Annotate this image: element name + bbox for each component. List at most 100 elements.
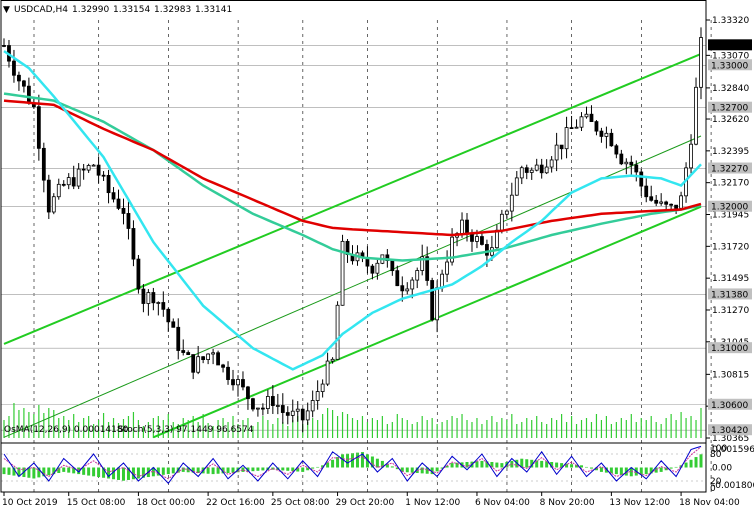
candle-body	[624, 161, 629, 165]
level-label-box	[708, 288, 752, 300]
osma-bar	[251, 467, 255, 472]
channel-lower-line	[152, 205, 702, 439]
grid	[1, 20, 712, 492]
osma-bar	[281, 467, 285, 471]
candle-body	[246, 386, 250, 400]
osma-bar	[346, 453, 350, 468]
osma-bar	[92, 467, 96, 477]
candle-body	[529, 169, 534, 173]
osma-bar	[555, 462, 559, 468]
osma-bar	[629, 467, 633, 477]
osma-bar	[370, 456, 374, 468]
osma-bar	[365, 454, 369, 468]
date-tick-label: 18 Oct 00:00	[136, 498, 195, 508]
candle-body	[410, 279, 415, 290]
osma-bar	[107, 467, 111, 479]
candle-body	[589, 113, 594, 122]
osma-bar	[395, 467, 399, 470]
candle-body	[126, 213, 131, 229]
osma-bar	[296, 467, 300, 472]
level-label-box	[708, 101, 752, 113]
candle-body	[574, 126, 579, 129]
candle-body	[36, 106, 41, 149]
price-tick-label: 1.30815	[712, 370, 749, 380]
candle-body	[236, 379, 240, 386]
osma-bar	[520, 458, 524, 468]
candle-body	[51, 196, 56, 213]
candle-body	[201, 356, 206, 360]
osma-bar	[689, 459, 693, 468]
price-tick-label: 1.33320	[712, 16, 749, 26]
level-label-box	[708, 59, 752, 71]
ma-cyan-line	[3, 50, 702, 371]
level-label: 1.30420	[711, 426, 748, 436]
osma-bar	[87, 467, 91, 476]
candle-body	[480, 236, 484, 245]
osma-bar	[17, 467, 21, 477]
osma-bar	[97, 467, 101, 478]
level-label: 1.31000	[711, 344, 748, 354]
candle-body	[61, 183, 66, 186]
osma-bar	[102, 467, 106, 478]
date-tick-label: 22 Oct 16:00	[206, 498, 265, 508]
candle-body	[649, 196, 654, 201]
osma-axis-label: 0.00	[712, 464, 732, 474]
candle-body	[206, 353, 211, 360]
osma-bar	[565, 463, 569, 468]
candle-body	[315, 391, 320, 401]
osma-bar	[699, 454, 703, 468]
osma-bar	[450, 463, 454, 468]
osma-bar	[206, 467, 210, 474]
osma-bar	[42, 467, 46, 477]
osma-bar	[584, 466, 588, 468]
candle-body	[285, 412, 290, 416]
price-tick-label: 1.33070	[712, 51, 749, 61]
candle-body	[151, 292, 156, 304]
candle-body	[405, 288, 410, 292]
candle-body	[265, 396, 270, 410]
candle-body	[694, 86, 698, 145]
close-value: 1.33141	[195, 5, 232, 15]
ma-red-line	[3, 99, 702, 237]
osma-bar	[117, 467, 121, 480]
candle-body	[544, 166, 549, 174]
date-tick-label: 15 Oct 08:00	[67, 498, 126, 508]
candle-body	[554, 144, 559, 161]
channel-upper-line	[3, 53, 702, 345]
stoch-axis-label: 0	[710, 484, 716, 494]
candle-body	[231, 379, 235, 386]
osma-bar	[326, 462, 330, 468]
stoch-axis-label: 20	[710, 477, 722, 487]
price-tick-label: 1.30365	[712, 434, 749, 444]
level-label: 1.33000	[711, 61, 748, 71]
candle-body	[260, 407, 265, 410]
candle-body	[226, 366, 230, 380]
candle-body	[689, 143, 693, 169]
osma-bar	[644, 467, 648, 475]
price-axis: 1.33320 1.33070 1.32840 1.32620 1.32395 1.321…	[706, 16, 754, 494]
candle-body	[91, 164, 96, 167]
osma-bar	[649, 467, 653, 474]
candle-body	[390, 260, 395, 272]
osma-bar	[336, 457, 340, 468]
osma-bar	[659, 467, 663, 472]
stoch-main-line	[3, 445, 702, 485]
candle-body	[499, 213, 504, 231]
candle-body	[171, 321, 176, 328]
candle-body	[270, 396, 275, 406]
price-tick-label: 1.32170	[712, 179, 749, 189]
price-tick-label: 1.32395	[712, 147, 749, 157]
candle-body	[251, 398, 255, 410]
osma-bar	[679, 465, 683, 468]
candle-body	[619, 153, 624, 165]
level-label: 1.33141	[711, 41, 748, 51]
price-tick-label: 1.31495	[712, 274, 749, 284]
candle-body	[465, 219, 469, 235]
candle-body	[549, 159, 554, 168]
level-label-box	[708, 342, 752, 354]
osma-bar	[570, 464, 574, 468]
date-tick-label: 1 Nov 12:00	[405, 498, 460, 508]
osma-bar	[341, 454, 345, 468]
candle-body	[654, 199, 659, 204]
